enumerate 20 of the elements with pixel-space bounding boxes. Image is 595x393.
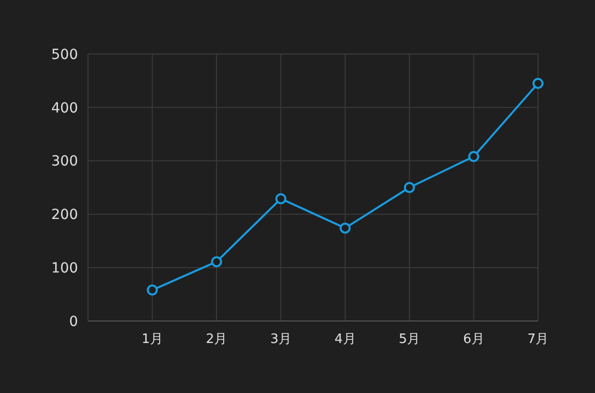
point xyxy=(404,182,415,193)
y-tick-label: 100 xyxy=(51,260,78,276)
y-tick-label: 200 xyxy=(51,207,78,224)
x-tick-label: 4月 xyxy=(334,332,356,347)
x-tick-label: 7月 xyxy=(527,332,549,347)
point xyxy=(146,284,158,296)
y-tick-label: 0 xyxy=(69,314,78,330)
x-tick-label: 6月 xyxy=(463,332,484,347)
x-tick-label: 3月 xyxy=(270,332,292,347)
y-tick-label: 400 xyxy=(51,100,78,116)
point xyxy=(532,78,544,89)
y-tick-label: 300 xyxy=(51,154,78,170)
x-tick-label: 2月 xyxy=(206,332,228,347)
point xyxy=(468,151,480,162)
point xyxy=(275,193,286,204)
point xyxy=(340,222,351,234)
y-tick-label: 500 xyxy=(51,46,78,63)
x-tick-label: 1月 xyxy=(142,332,163,347)
x-tick-label: 5月 xyxy=(398,332,420,347)
point xyxy=(211,256,222,268)
